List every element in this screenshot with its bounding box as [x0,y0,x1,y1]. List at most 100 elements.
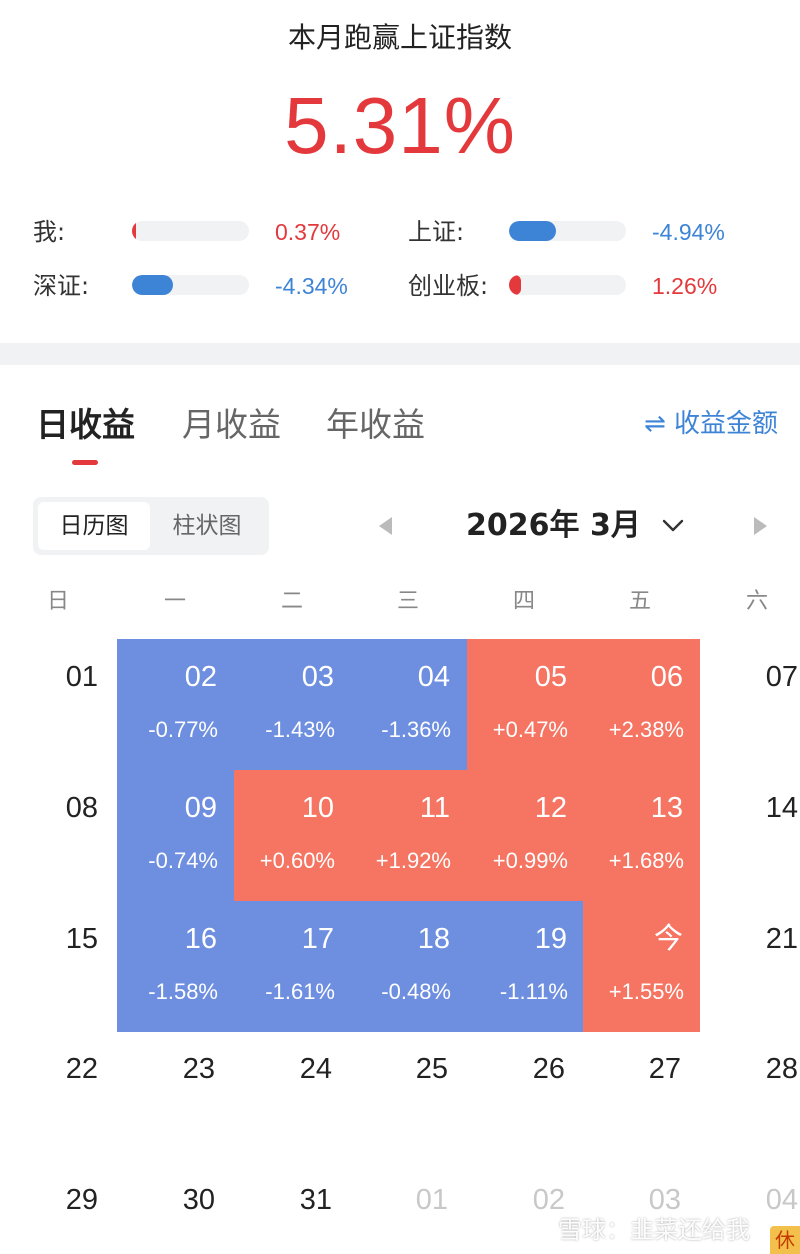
calendar-day-cell[interactable]: 06 +2.38% [583,639,700,770]
day-number: 11 [419,792,450,824]
calendar-day-cell[interactable]: 12 +0.99% [467,770,584,901]
calendar-day[interactable]: 27 [648,1053,681,1085]
calendar-day[interactable]: 31 [299,1184,332,1216]
day-number: 18 [417,923,450,955]
day-return-pct: -1.61% [265,979,335,1004]
calendar-day[interactable]: 22 [65,1053,98,1085]
day-return-pct: -1.58% [148,979,218,1004]
caret-left-icon[interactable] [379,517,392,535]
calendar-day[interactable]: 25 [415,1053,448,1085]
calendar-day-cell[interactable]: 03 -1.43% [234,639,351,770]
day-return-pct: +1.92% [375,848,451,873]
rest-badge: 休 [770,1226,800,1254]
comparison-row-chinext: 创业板: 1.26% [408,271,728,301]
weekday-label: 四 [512,589,535,614]
chevron-down-icon[interactable] [662,514,684,536]
calendar-day-cell[interactable]: 16 -1.58% [117,901,234,1032]
calendar-day-cell[interactable]: 05 +0.47% [467,639,584,770]
day-return-pct: -0.48% [381,979,451,1004]
day-number: 16 [184,923,217,955]
day-number: 今 [653,923,683,955]
day-number: 17 [301,923,334,955]
calendar-day[interactable]: 26 [532,1053,565,1085]
period-tabs: 日收益 月收益 年收益 [36,398,596,468]
day-return-pct: +0.60% [259,848,335,873]
calendar-day[interactable]: 01 [415,1184,448,1216]
calendar-day-cell[interactable]: 11 +1.92% [350,770,467,901]
day-return-pct: +2.38% [608,717,684,742]
tab-daily-returns[interactable]: 日收益 [36,405,135,444]
day-return-pct: -1.43% [265,717,335,742]
day-number: 13 [650,792,683,824]
watermark: 雪球：韭菜还给我 [558,1216,750,1244]
excess-return-value: 5.31% [284,81,516,170]
day-number: 06 [650,661,683,693]
section-divider [0,343,800,365]
calendar-day-cell[interactable]: 09 -0.74% [117,770,234,901]
calendar-day[interactable]: 08 [65,792,98,824]
tab-monthly-returns[interactable]: 月收益 [182,405,281,444]
comparison-label: 上证: [408,218,465,246]
calendar-day-cell[interactable]: 17 -1.61% [234,901,351,1032]
toggle-amount-button[interactable]: ⇌ 收益金额 [644,409,779,439]
calendar-day-cell[interactable]: 19 -1.11% [467,901,584,1032]
day-return-pct: -0.74% [148,848,218,873]
calendar-day[interactable]: 14 [765,792,798,824]
day-return-pct: +1.68% [608,848,684,873]
day-return-pct: +0.99% [492,848,568,873]
calendar-day[interactable]: 21 [765,923,798,955]
calendar-day[interactable]: 28 [765,1053,798,1085]
calendar-day[interactable]: 04 [765,1184,798,1216]
month-label[interactable]: 2026年 3月 [466,508,641,543]
day-number: 03 [301,661,334,693]
day-return-pct: +1.55% [608,979,684,1004]
weekday-label: 六 [745,589,768,614]
tab-yearly-returns[interactable]: 年收益 [326,405,425,444]
bar-chart-view-button[interactable]: 柱状图 [172,513,242,539]
day-number: 02 [184,661,217,693]
calendar-day-cell[interactable]: 18 -0.48% [350,901,467,1032]
comparison-bar-track [132,275,249,295]
day-number: 04 [417,661,450,693]
day-number: 10 [301,792,334,824]
calendar-day[interactable]: 29 [65,1184,98,1216]
day-return-pct: -0.77% [148,717,218,742]
comparison-row-shenzhen: 深证: -4.34% [33,271,363,301]
view-switch: 日历图 柱状图 [33,497,269,555]
calendar-day-cell[interactable]: 02 -0.77% [117,639,234,770]
summary-title: 本月跑赢上证指数 [287,21,512,54]
weekday-header: 日 一 二 三 四 五 六 [0,585,800,619]
weekday-label: 三 [396,589,419,614]
comparison-label: 创业板: [408,272,489,300]
calendar-day[interactable]: 30 [182,1184,215,1216]
comparison-value: 0.37% [275,219,341,245]
comparison-bar-fill [132,275,173,295]
calendar-day[interactable]: 23 [182,1053,215,1085]
calendar-view-button[interactable]: 日历图 [38,502,150,550]
weekday-label: 五 [628,589,651,614]
calendar-day[interactable]: 15 [65,923,98,955]
day-number: 12 [534,792,567,824]
calendar-day[interactable]: 02 [532,1184,565,1216]
active-tab-indicator [72,460,98,465]
summary-panel: 本月跑赢上证指数 5.31% 我: 0.37% 上证: -4.94% 深证: -… [0,0,800,343]
comparison-value: -4.94% [652,219,725,245]
comparison-bar-track [509,275,626,295]
calendar-day[interactable]: 01 [65,661,98,693]
calendar-day-cell[interactable]: 10 +0.60% [234,770,351,901]
calendar-day-cell[interactable]: 13 +1.68% [583,770,700,901]
weekday-label: 一 [163,589,186,614]
comparison-label: 深证: [33,272,90,300]
comparison-label: 我: [33,218,66,246]
comparison-value: -4.34% [275,273,348,299]
day-return-pct: -1.36% [381,717,451,742]
calendar-day[interactable]: 24 [299,1053,332,1085]
day-number: 05 [534,661,567,693]
calendar-day[interactable]: 03 [648,1184,681,1216]
weekday-label: 日 [46,589,69,614]
caret-right-icon[interactable] [754,517,767,535]
calendar-day-cell[interactable]: 今 +1.55% [583,901,700,1032]
calendar-day[interactable]: 07 [765,661,798,693]
calendar-day-cell[interactable]: 04 -1.36% [350,639,467,770]
weekday-label: 二 [280,589,303,614]
